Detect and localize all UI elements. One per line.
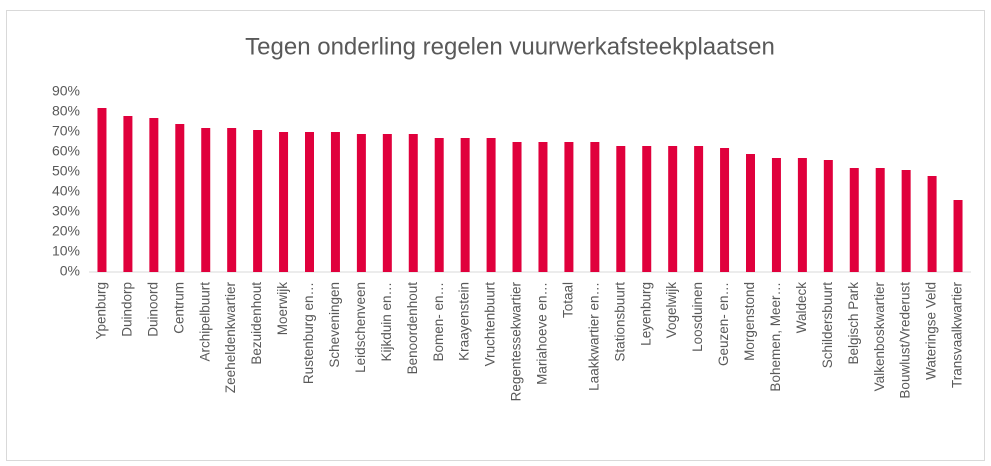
y-tick-label: 20% [52, 223, 80, 239]
bar [538, 142, 548, 272]
x-tick-label: Moerwijk [275, 282, 290, 336]
bar [408, 134, 418, 272]
x-tick-label: Rustenburg en… [301, 282, 316, 384]
bar [720, 148, 730, 272]
bar [849, 168, 859, 272]
bar [771, 158, 781, 272]
bar [305, 132, 314, 272]
y-tick-label: 0% [60, 263, 80, 279]
y-tick-label: 90% [52, 83, 80, 99]
bar [356, 134, 366, 272]
x-tick-label: Zeeheldenkwartier [223, 281, 238, 393]
bar [668, 146, 678, 272]
y-tick-label: 70% [52, 123, 80, 139]
bar [123, 116, 133, 272]
x-tick-label: Morgenstond [742, 282, 757, 361]
bar [149, 118, 159, 272]
bar [746, 154, 755, 272]
bar [694, 146, 704, 272]
y-tick-label: 80% [52, 103, 80, 119]
bar [434, 138, 444, 272]
x-tick-label: Stationsbuurt [612, 282, 627, 362]
bar [227, 128, 237, 272]
x-tick-label: Waldeck [794, 282, 809, 334]
y-tick-label: 10% [52, 243, 80, 259]
x-tick-label: Benoordenhout [405, 282, 420, 375]
x-tick-label: Mariahoeve en… [535, 282, 550, 385]
x-tick-label: Bouwlust/Vrederust [898, 282, 913, 399]
bar [590, 142, 600, 272]
x-tick-label: Geuzen- en… [716, 282, 731, 366]
x-tick-label: Wateringse Veld [924, 282, 939, 380]
x-tick-label: Duindorp [119, 282, 134, 337]
bar [460, 138, 470, 272]
x-tick-label: Leidschenveen [353, 282, 368, 373]
x-tick-label: Archipelbuurt [197, 282, 212, 362]
bar [512, 142, 522, 272]
chart-title: Tegen onderling regelen vuurwerkafsteekp… [245, 33, 775, 60]
x-tick-label: Vogelwijk [664, 282, 679, 339]
bar [564, 142, 574, 272]
x-tick-label: Loosduinen [690, 282, 705, 352]
x-tick-label: Leyenburg [638, 282, 653, 346]
bar [201, 128, 211, 272]
bar [875, 168, 885, 272]
bar [953, 200, 963, 272]
x-tick-label: Centrum [171, 282, 186, 334]
bar [901, 170, 911, 272]
x-tick-label: Transvaalkwartier [950, 281, 965, 388]
bar [279, 132, 289, 272]
bar [330, 132, 340, 272]
x-tick-label: Bezuidenhout [249, 282, 264, 365]
x-tick-label: Vruchtenbuurt [483, 282, 498, 367]
bar [823, 160, 833, 272]
y-tick-label: 30% [52, 203, 80, 219]
x-tick-label: Ypenburg [94, 282, 109, 340]
x-tick-label: Duinoord [145, 282, 160, 337]
bar [642, 146, 652, 272]
bar [927, 176, 937, 272]
bar [175, 124, 185, 272]
bar [97, 108, 107, 272]
x-tick-label: Kijkduin en… [379, 282, 394, 362]
x-tick-label: Schildersbuurt [820, 282, 835, 369]
x-tick-label: Belgisch Park [846, 282, 861, 365]
y-tick-label: 60% [52, 143, 80, 159]
y-tick-label: 50% [52, 163, 80, 179]
x-tick-label: Bohemen, Meer… [768, 282, 783, 392]
bar [797, 158, 807, 272]
bar [486, 138, 496, 272]
x-tick-label: Kraayenstein [457, 282, 472, 361]
bar [253, 130, 263, 272]
bar [382, 134, 392, 272]
y-tick-label: 40% [52, 183, 80, 199]
x-tick-label: Regentessekwartier [509, 282, 524, 402]
x-tick-label: Scheveningen [327, 282, 342, 368]
x-tick-label: Totaal [560, 282, 575, 318]
bar [616, 146, 626, 272]
x-tick-label: Laakkwartier en… [586, 282, 601, 391]
x-tick-label: Bomen- en… [431, 282, 446, 362]
x-tick-label: Valkenboskwartier [872, 282, 887, 392]
